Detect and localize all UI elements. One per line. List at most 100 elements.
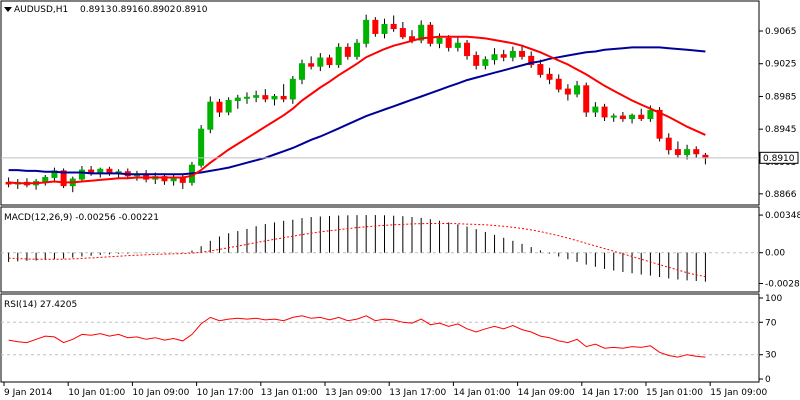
price-header: AUDUSD,H1 0.8913 0.8916 0.8902 0.8910 xyxy=(4,5,208,15)
macd-tick-label: -0.00285 xyxy=(765,280,800,290)
candle-bull xyxy=(207,101,214,130)
candle-bear xyxy=(308,63,315,67)
symbol-label: AUDUSD,H1 xyxy=(14,5,68,15)
current-price-box xyxy=(759,151,799,164)
candle-bear xyxy=(427,24,434,44)
candle-bull xyxy=(317,57,324,67)
macd-plot xyxy=(1,215,759,282)
rsi-y-axis: 100 70 30 0 xyxy=(759,294,782,385)
candle-bull xyxy=(225,100,232,113)
rsi-line xyxy=(8,315,706,358)
candle-bear xyxy=(546,73,553,80)
candle-bear xyxy=(500,54,507,58)
time-tick-label: 14 Jan 01:00 xyxy=(453,388,510,398)
macd-signal-line xyxy=(8,223,706,278)
candle-bull xyxy=(271,95,278,100)
time-tick-label: 14 Jan 09:00 xyxy=(518,388,575,398)
price-tick-label: 0.8866 xyxy=(765,190,797,200)
price-plot xyxy=(5,14,709,193)
rsi-title: RSI(14) 27.4205 xyxy=(4,300,77,310)
candle-bear xyxy=(601,106,608,118)
candle-bear xyxy=(619,115,626,120)
candle-bear xyxy=(344,46,351,57)
candle-bull xyxy=(198,128,205,166)
candle-bear xyxy=(390,23,397,30)
rsi-tick-label: 30 xyxy=(765,351,777,361)
ohlc-low: 0.8902 xyxy=(144,5,176,15)
candle-bear xyxy=(262,95,269,100)
moving-average-red-line xyxy=(8,35,706,185)
candle-bull xyxy=(482,59,489,66)
candle-bear xyxy=(280,95,287,100)
candle-bear xyxy=(693,149,700,155)
candle-bull xyxy=(381,23,388,34)
rsi-tick-label: 100 xyxy=(765,294,782,304)
rsi-panel-frame xyxy=(0,293,760,383)
time-tick-label: 13 Jan 01:00 xyxy=(261,388,318,398)
rsi-tick-label: 0 xyxy=(765,375,771,385)
ohlc-open: 0.8913 xyxy=(80,5,112,15)
candle-bear xyxy=(445,37,452,48)
rsi-plot xyxy=(1,315,759,358)
candle-bull xyxy=(97,168,104,174)
candle-bear xyxy=(555,78,562,90)
time-tick-label: 14 Jan 17:00 xyxy=(582,388,639,398)
time-tick-label: 15 Jan 09:00 xyxy=(710,388,767,398)
macd-y-axis: 0.00348 0.00 -0.00285 xyxy=(759,211,800,290)
candle-bull xyxy=(647,109,654,120)
price-tick-label: 0.8985 xyxy=(765,92,797,102)
time-tick-label: 13 Jan 09:00 xyxy=(325,388,382,398)
candle-bull xyxy=(629,114,636,120)
moving-average-blue-line xyxy=(8,46,706,176)
candle-bull xyxy=(243,96,250,99)
macd-tick-label: 0.00 xyxy=(765,249,785,259)
dropdown-arrow-icon[interactable] xyxy=(4,7,12,12)
candle-bear xyxy=(519,50,526,57)
ohlc-close: 0.8910 xyxy=(176,5,208,15)
candle-bear xyxy=(665,137,672,151)
ohlc-high: 0.8916 xyxy=(112,5,144,15)
candle-bull xyxy=(253,95,260,98)
candle-bear xyxy=(216,101,223,113)
time-tick-label: 9 Jan 2014 xyxy=(4,388,52,398)
time-tick-label: 10 Jan 17:00 xyxy=(197,388,254,398)
candle-bear xyxy=(326,57,333,66)
candle-bear xyxy=(473,55,480,66)
time-axis: 9 Jan 2014 10 Jan 01:00 10 Jan 09:00 10 Jan… xyxy=(3,382,767,398)
candle-bear xyxy=(638,114,645,120)
macd-title: MACD(12,26,9) -0.00256 -0.00221 xyxy=(4,213,159,223)
rsi-tick-label: 70 xyxy=(765,318,777,328)
price-tick-label: 0.9065 xyxy=(765,27,797,37)
candle-bull xyxy=(354,42,360,57)
candle-bear xyxy=(60,170,67,187)
candle-bull xyxy=(289,78,296,100)
candle-bull xyxy=(78,169,85,180)
candle-bull xyxy=(436,37,443,44)
macd-tick-label: 0.00348 xyxy=(765,211,800,221)
candle-bear xyxy=(88,169,95,174)
candle-bear xyxy=(564,88,571,95)
time-tick-label: 10 Jan 01:00 xyxy=(68,388,125,398)
candle-bull xyxy=(234,97,241,102)
candle-bull xyxy=(574,85,581,95)
candle-bear xyxy=(583,85,590,113)
candle-bear xyxy=(399,28,406,38)
candle-bear xyxy=(464,42,471,57)
candle-bull xyxy=(454,42,461,48)
time-tick-label: 15 Jan 01:00 xyxy=(646,388,703,398)
candle-bear xyxy=(656,109,663,139)
candle-bull xyxy=(610,115,617,118)
candle-bear xyxy=(528,55,535,66)
price-tick-label: 0.9025 xyxy=(765,60,797,70)
time-tick-label: 10 Jan 09:00 xyxy=(132,388,189,398)
candle-bull xyxy=(491,54,498,61)
macd-panel-frame xyxy=(0,206,760,293)
price-tick-label: 0.8945 xyxy=(765,125,797,135)
candle-bull xyxy=(509,50,516,58)
current-price-marker: 0.8910 xyxy=(1,151,799,164)
candle-bull xyxy=(684,149,691,156)
candle-bear xyxy=(537,64,544,75)
time-tick-label: 13 Jan 17:00 xyxy=(389,388,446,398)
